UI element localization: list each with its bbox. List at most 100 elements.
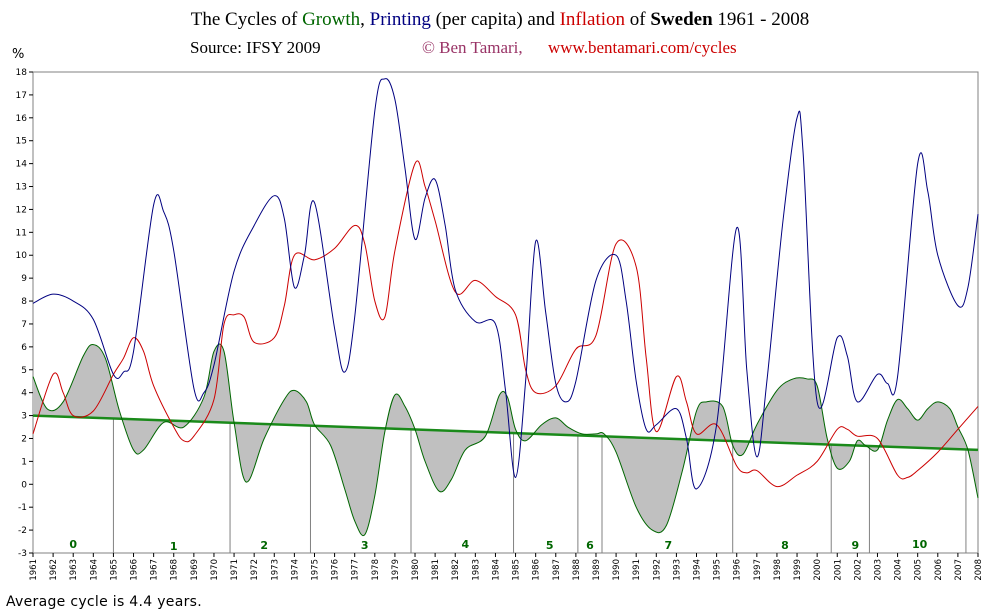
- cycle-labels: 0 1 2 3 4 5 6 7 8 9 10: [69, 538, 927, 553]
- x-tick-label: 1962: [49, 559, 59, 581]
- cycle-label: 2: [260, 539, 268, 552]
- y-tick-label: 1: [21, 457, 27, 467]
- title-prefix: The Cycles of: [190, 9, 303, 30]
- y-tick-label: 15: [16, 137, 27, 147]
- x-tick-label: 1963: [69, 559, 79, 581]
- cycle-label: 4: [461, 538, 469, 551]
- x-tick-label: 2007: [954, 559, 964, 581]
- cycle-label: 10: [912, 538, 928, 551]
- y-tick-label: 17: [16, 91, 27, 101]
- x-tick-label: 1967: [150, 559, 160, 581]
- x-tick-label: 1965: [109, 559, 119, 581]
- x-tick-label: 1994: [693, 559, 703, 581]
- title-mid: (per capita) and: [430, 9, 560, 30]
- x-tick-label: 1979: [391, 559, 401, 581]
- x-tick-label: 2000: [813, 559, 823, 581]
- y-tick-label: 16: [16, 114, 28, 124]
- x-tick-label: 2003: [874, 559, 884, 581]
- x-tick-label: 1981: [431, 559, 441, 581]
- y-tick-label: 12: [16, 205, 27, 215]
- cycle-label: 9: [852, 539, 860, 552]
- y-tick-label: 7: [21, 320, 27, 330]
- cycle-label: 5: [546, 539, 554, 552]
- x-tick-label: 1996: [733, 559, 743, 581]
- cycle-label: 6: [586, 539, 594, 552]
- x-tick-label: 1997: [753, 559, 763, 581]
- x-tick-label: 1980: [411, 559, 421, 581]
- x-tick-label: 1961: [29, 559, 39, 581]
- x-tick-label: 1999: [793, 559, 803, 581]
- x-tick-label: 1971: [230, 559, 240, 581]
- x-tick-label: 1977: [351, 559, 361, 581]
- chart-title: The Cycles of Growth, Printing (per capi…: [0, 9, 1000, 31]
- plot-area: [32, 71, 979, 554]
- growth-shaded-area: [33, 344, 978, 536]
- title-growth: Growth: [302, 9, 361, 30]
- x-tick-label: 1988: [572, 559, 582, 581]
- y-tick-label: -1: [18, 503, 27, 513]
- cycle-label: 7: [665, 539, 673, 552]
- x-tick-label: 2004: [894, 559, 904, 581]
- x-tick-label: 1975: [311, 559, 321, 581]
- cycle-label: 3: [361, 539, 369, 552]
- x-tick-label: 2008: [974, 559, 984, 581]
- y-tick-label: 9: [21, 274, 27, 284]
- x-tick-label: 1991: [632, 559, 642, 581]
- x-tick-label: 1993: [672, 559, 682, 581]
- x-tick-label: 1966: [130, 559, 140, 581]
- x-tick-label: 1964: [89, 559, 99, 581]
- y-tick-label: 8: [21, 297, 27, 307]
- source-text: Source: IFSY 2009: [190, 38, 321, 57]
- x-tick-label: 1974: [290, 559, 300, 581]
- website-link[interactable]: www.bentamari.com/cycles: [548, 38, 737, 57]
- x-tick-label: 1989: [592, 559, 602, 581]
- y-tick-label: 10: [16, 251, 28, 261]
- cycle-dividers: [112, 418, 967, 553]
- printing-line: [32, 78, 979, 490]
- growth-line: [32, 343, 979, 537]
- title-country: Sweden: [650, 9, 713, 30]
- y-tick-label: 5: [21, 366, 27, 376]
- y-tick-label: 13: [16, 183, 27, 193]
- x-tick-label: 1992: [652, 559, 662, 581]
- x-tick-label: 1998: [773, 559, 783, 581]
- x-tick-label: 2005: [914, 559, 924, 581]
- x-axis: 1961 1962 1963 1964 1965 1966 1967 1968 1969 1970…: [29, 553, 984, 581]
- y-tick-label: 2: [21, 434, 27, 444]
- y-tick-label: 11: [16, 228, 27, 238]
- x-tick-label: 1978: [371, 559, 381, 581]
- x-tick-label: 2001: [833, 559, 843, 581]
- y-axis-label: %: [12, 47, 24, 62]
- x-tick-label: 1970: [210, 559, 220, 581]
- x-tick-label: 2002: [853, 559, 863, 581]
- y-tick-label: -2: [18, 526, 27, 536]
- title-inflation: Inflation: [559, 9, 626, 30]
- x-tick-label: 1986: [532, 559, 542, 581]
- copyright-text: © Ben Tamari,: [422, 38, 523, 57]
- cycle-label: 0: [69, 538, 77, 551]
- y-tick-label: 4: [21, 389, 27, 399]
- y-tick-label: 3: [21, 412, 27, 422]
- cycle-label: 8: [781, 539, 789, 552]
- inflation-line: [32, 160, 979, 488]
- x-tick-label: 1972: [250, 559, 260, 581]
- y-tick-label: 14: [16, 160, 28, 170]
- x-tick-label: 1990: [612, 559, 622, 581]
- x-tick-label: 2006: [934, 559, 944, 581]
- average-cycle-note: Average cycle is 4.4 years.: [6, 594, 202, 610]
- x-tick-label: 1983: [471, 559, 481, 581]
- x-tick-label: 1987: [552, 559, 562, 581]
- x-tick-label: 1976: [331, 559, 341, 581]
- y-tick-label: 18: [16, 68, 28, 78]
- cycle-label: 1: [170, 540, 178, 553]
- y-tick-label: 0: [21, 480, 27, 490]
- title-comma: ,: [360, 9, 370, 30]
- y-tick-label: 6: [21, 343, 27, 353]
- title-of: of: [625, 9, 651, 30]
- title-period: 1961 - 2008: [712, 9, 810, 30]
- y-tick-label: -3: [18, 549, 27, 559]
- x-tick-label: 1973: [270, 559, 280, 581]
- x-tick-label: 1969: [190, 559, 200, 581]
- x-tick-label: 1982: [451, 559, 461, 581]
